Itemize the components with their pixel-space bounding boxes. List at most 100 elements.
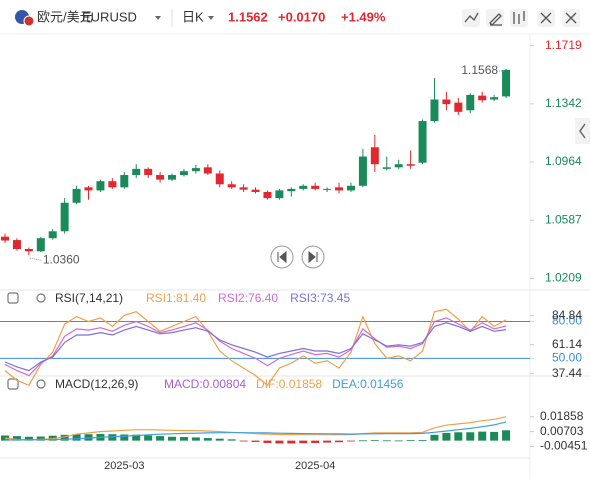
settings-icon[interactable] [36, 293, 46, 303]
macd-bar [370, 440, 379, 442]
macd-bar [323, 440, 332, 443]
close-icon[interactable] [565, 12, 577, 24]
y-tick-label: 61.14 [552, 337, 582, 351]
macd-bar [60, 434, 69, 441]
legend-entry: RSI3:73.45 [290, 291, 350, 305]
tool-button[interactable] [462, 9, 480, 27]
caret[interactable] [155, 16, 161, 20]
candle-body [394, 164, 403, 168]
side-toggle[interactable] [575, 118, 590, 144]
macd-bar [215, 438, 224, 441]
next-icon[interactable] [308, 250, 318, 264]
eye-icon[interactable] [7, 292, 19, 304]
macd-bar [144, 435, 153, 441]
y-tick-label: 1.1719 [545, 38, 582, 52]
settings-icon[interactable] [36, 379, 46, 389]
candle-body [299, 185, 308, 189]
candle-body [382, 167, 391, 169]
max-annotation: 1.1568 [461, 63, 498, 77]
macd-bar [108, 434, 117, 441]
candle-body [1, 236, 9, 241]
macd-bar [406, 440, 415, 442]
min-annotation: 1.0360 [43, 252, 80, 266]
candle-body [358, 156, 367, 186]
macd-bar [299, 440, 308, 444]
candle-body [311, 185, 320, 189]
macd-bar [239, 440, 248, 442]
macd-bar [490, 431, 499, 441]
candle-body [60, 202, 69, 232]
indicator-icon[interactable] [464, 12, 479, 23]
candle-body [346, 185, 355, 191]
candle-body [239, 187, 248, 190]
candle-body [430, 99, 439, 122]
macd-bar [418, 439, 427, 441]
change: +0.0170 [278, 9, 325, 24]
eye-icon[interactable] [7, 378, 19, 390]
candle-body [442, 99, 451, 105]
caret[interactable] [208, 16, 214, 20]
y-tick-label: 1.0209 [545, 271, 582, 285]
expand-icon[interactable] [540, 12, 552, 24]
header: 欧元/美元 EURUSD 日K 1.1562 +0.0170 +1.49% [15, 9, 580, 27]
macd-bar [120, 434, 129, 441]
macd-bar [84, 434, 93, 441]
symbol[interactable]: EURUSD [82, 9, 137, 24]
y-tick-label: 0.00703 [540, 424, 584, 438]
x-tick-label: 2025-04 [295, 460, 335, 472]
macd-bar [24, 436, 33, 441]
candle-body [108, 181, 117, 188]
candle-body [96, 181, 105, 191]
pair[interactable]: 欧元/美元 [37, 9, 93, 24]
candle-body [203, 167, 212, 174]
y-tick-label: 50.00 [552, 350, 582, 364]
side-toggle-icon[interactable] [579, 123, 586, 139]
macd-bar [156, 436, 165, 441]
macd-bar [132, 434, 141, 441]
candle-body [335, 187, 344, 191]
y-tick-label: 1.0964 [545, 154, 582, 168]
draw-icon[interactable] [489, 13, 502, 26]
candle-body [48, 231, 57, 239]
line [4, 416, 507, 441]
macd-bar [179, 437, 188, 441]
macd-bar [191, 437, 200, 441]
prev-icon[interactable] [277, 250, 287, 264]
macd-bar [36, 436, 45, 441]
legend-entry: DEA:0.01456 [332, 377, 404, 391]
candle-body [179, 171, 188, 176]
macd-bar [502, 430, 511, 441]
macd-bar [478, 431, 487, 441]
candle-body [215, 173, 224, 185]
macd-bar [168, 436, 177, 441]
macd-bar [203, 438, 212, 441]
candle-body [263, 191, 272, 199]
candle-body [287, 188, 296, 192]
price: 1.1562 [228, 9, 268, 24]
macd-bar [311, 440, 320, 443]
candle-body [24, 249, 33, 252]
candle-icon[interactable] [513, 11, 525, 24]
line [4, 317, 507, 377]
change-pct: +1.49% [341, 9, 386, 24]
macd-bar [72, 434, 81, 441]
candle-body [12, 240, 21, 250]
line [4, 308, 507, 387]
macd-bar [454, 432, 463, 441]
candle-body [275, 190, 284, 199]
macd-bar [263, 440, 272, 443]
period[interactable]: 日K [182, 9, 204, 24]
macd-bar [382, 440, 391, 442]
candle-body [168, 175, 177, 180]
candle-body [144, 168, 153, 176]
macd-bar [275, 440, 284, 444]
macd-bar [346, 440, 355, 442]
y-tick-label: 0.01858 [540, 409, 584, 423]
macd-bar [287, 440, 296, 444]
flag-us [23, 15, 35, 27]
rsi-title: RSI(7,14,21) [55, 291, 123, 305]
candle-body [227, 184, 236, 188]
macd-title: MACD(12,26,9) [55, 377, 138, 391]
